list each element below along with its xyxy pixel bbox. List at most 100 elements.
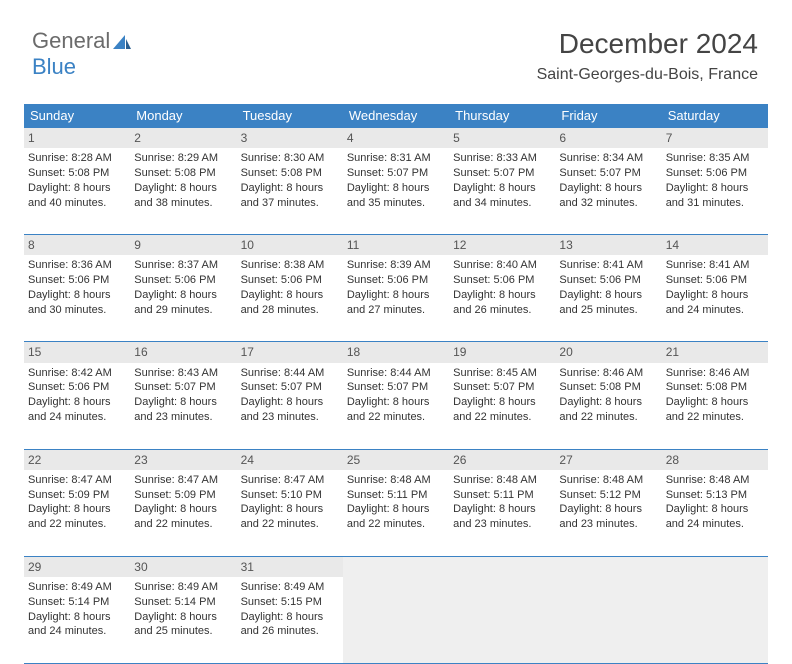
daylight-text: Daylight: 8 hours — [241, 502, 339, 517]
location: Saint-Georges-du-Bois, France — [537, 66, 758, 84]
day-number — [662, 557, 768, 577]
sunrise-text: Sunrise: 8:48 AM — [559, 473, 657, 488]
sunset-text: Sunset: 5:12 PM — [559, 488, 657, 503]
month-year: December 2024 — [537, 28, 758, 60]
day-number: 25 — [343, 450, 449, 470]
logo: General Blue — [32, 28, 132, 80]
daylight-text: Daylight: 8 hours — [453, 395, 551, 410]
daylight-text: and 28 minutes. — [241, 303, 339, 318]
day-cell: Sunrise: 8:47 AMSunset: 5:09 PMDaylight:… — [24, 470, 130, 556]
sunset-text: Sunset: 5:14 PM — [134, 595, 232, 610]
daylight-text: Daylight: 8 hours — [453, 288, 551, 303]
day-header: Monday — [130, 104, 236, 128]
daynum-row: 891011121314 — [24, 235, 768, 255]
week-row: Sunrise: 8:28 AMSunset: 5:08 PM Daylight:… — [24, 148, 768, 235]
calendar-grid: Sunday Monday Tuesday Wednesday Thursday… — [24, 104, 768, 664]
daylight-text: Daylight: 8 hours — [666, 502, 764, 517]
daylight-text: and 24 minutes. — [666, 517, 764, 532]
day-number: 1 — [24, 128, 130, 148]
daylight-text: and 35 minutes. — [347, 196, 445, 211]
sunrise-text: Sunrise: 8:28 AM — [28, 151, 126, 166]
sunset-text: Sunset: 5:08 PM — [28, 166, 126, 181]
daylight-text: Daylight: 8 hours — [134, 181, 232, 196]
sunset-text: Sunset: 5:09 PM — [28, 488, 126, 503]
daylight-text: Daylight: 8 hours — [347, 181, 445, 196]
day-header: Wednesday — [343, 104, 449, 128]
sunrise-text: Sunrise: 8:47 AM — [241, 473, 339, 488]
daylight-text: and 23 minutes. — [241, 410, 339, 425]
day-cell: Sunrise: 8:44 AMSunset: 5:07 PMDaylight:… — [237, 363, 343, 449]
week-row: Sunrise: 8:42 AMSunset: 5:06 PMDaylight:… — [24, 363, 768, 450]
sunset-text: Sunset: 5:06 PM — [559, 273, 657, 288]
day-number: 30 — [130, 557, 236, 577]
daylight-text: Daylight: 8 hours — [28, 502, 126, 517]
sunset-text: Sunset: 5:06 PM — [666, 273, 764, 288]
daylight-text: Daylight: 8 hours — [559, 181, 657, 196]
sunset-text: Sunset: 5:07 PM — [559, 166, 657, 181]
sunrise-text: Sunrise: 8:45 AM — [453, 366, 551, 381]
daylight-text: and 27 minutes. — [347, 303, 445, 318]
day-number: 13 — [555, 235, 661, 255]
day-number: 7 — [662, 128, 768, 148]
sunset-text: Sunset: 5:07 PM — [453, 166, 551, 181]
day-number: 2 — [130, 128, 236, 148]
day-cell: Sunrise: 8:41 AMSunset: 5:06 PMDaylight:… — [662, 255, 768, 341]
daylight-text: and 30 minutes. — [28, 303, 126, 318]
daylight-text: and 29 minutes. — [134, 303, 232, 318]
day-cell: Sunrise: 8:42 AMSunset: 5:06 PMDaylight:… — [24, 363, 130, 449]
day-number: 11 — [343, 235, 449, 255]
daylight-text: Daylight: 8 hours — [241, 288, 339, 303]
daylight-text: and 26 minutes. — [453, 303, 551, 318]
sunrise-text: Sunrise: 8:39 AM — [347, 258, 445, 273]
day-cell — [343, 577, 449, 663]
day-header: Saturday — [662, 104, 768, 128]
day-number — [343, 557, 449, 577]
sunrise-text: Sunrise: 8:42 AM — [28, 366, 126, 381]
day-number: 3 — [237, 128, 343, 148]
sunset-text: Sunset: 5:06 PM — [241, 273, 339, 288]
day-cell — [555, 577, 661, 663]
daylight-text: Daylight: 8 hours — [559, 395, 657, 410]
day-cell: Sunrise: 8:49 AMSunset: 5:14 PMDaylight:… — [130, 577, 236, 663]
daylight-text: Daylight: 8 hours — [347, 395, 445, 410]
logo-text-general: General — [32, 28, 110, 53]
day-cell: Sunrise: 8:31 AMSunset: 5:07 PMDaylight:… — [343, 148, 449, 234]
day-cell: Sunrise: 8:34 AMSunset: 5:07 PMDaylight:… — [555, 148, 661, 234]
daylight-text: and 22 minutes. — [559, 410, 657, 425]
day-header: Friday — [555, 104, 661, 128]
sunrise-text: Sunrise: 8:48 AM — [666, 473, 764, 488]
daylight-text: Daylight: 8 hours — [559, 288, 657, 303]
sunset-text: Sunset: 5:08 PM — [666, 380, 764, 395]
day-cell: Sunrise: 8:48 AMSunset: 5:11 PMDaylight:… — [449, 470, 555, 556]
daylight-text: Daylight: 8 hours — [28, 288, 126, 303]
sunrise-text: Sunrise: 8:33 AM — [453, 151, 551, 166]
daylight-text: and 23 minutes. — [134, 410, 232, 425]
day-cell: Sunrise: 8:45 AMSunset: 5:07 PMDaylight:… — [449, 363, 555, 449]
sunset-text: Sunset: 5:07 PM — [241, 380, 339, 395]
day-cell: Sunrise: 8:29 AMSunset: 5:08 PMDaylight:… — [130, 148, 236, 234]
day-header: Tuesday — [237, 104, 343, 128]
day-cell: Sunrise: 8:28 AMSunset: 5:08 PMDaylight:… — [24, 148, 130, 234]
day-cell: Sunrise: 8:30 AMSunset: 5:08 PMDaylight:… — [237, 148, 343, 234]
daylight-text: Daylight: 8 hours — [666, 181, 764, 196]
sunrise-text: Sunrise: 8:43 AM — [134, 366, 232, 381]
daylight-text: and 22 minutes. — [28, 517, 126, 532]
sunset-text: Sunset: 5:11 PM — [347, 488, 445, 503]
day-header: Sunday — [24, 104, 130, 128]
sunset-text: Sunset: 5:07 PM — [134, 380, 232, 395]
daylight-text: and 22 minutes. — [241, 517, 339, 532]
sunset-text: Sunset: 5:15 PM — [241, 595, 339, 610]
day-number — [555, 557, 661, 577]
daylight-text: and 26 minutes. — [241, 624, 339, 639]
daylight-text: and 23 minutes. — [559, 517, 657, 532]
week-row: Sunrise: 8:49 AMSunset: 5:14 PMDaylight:… — [24, 577, 768, 664]
day-number: 26 — [449, 450, 555, 470]
day-cell — [449, 577, 555, 663]
day-number: 23 — [130, 450, 236, 470]
day-cell: Sunrise: 8:33 AMSunset: 5:07 PMDaylight:… — [449, 148, 555, 234]
daylight-text: and 38 minutes. — [134, 196, 232, 211]
sunset-text: Sunset: 5:08 PM — [559, 380, 657, 395]
day-number: 21 — [662, 342, 768, 362]
sunset-text: Sunset: 5:07 PM — [347, 166, 445, 181]
week-row: Sunrise: 8:36 AMSunset: 5:06 PMDaylight:… — [24, 255, 768, 342]
